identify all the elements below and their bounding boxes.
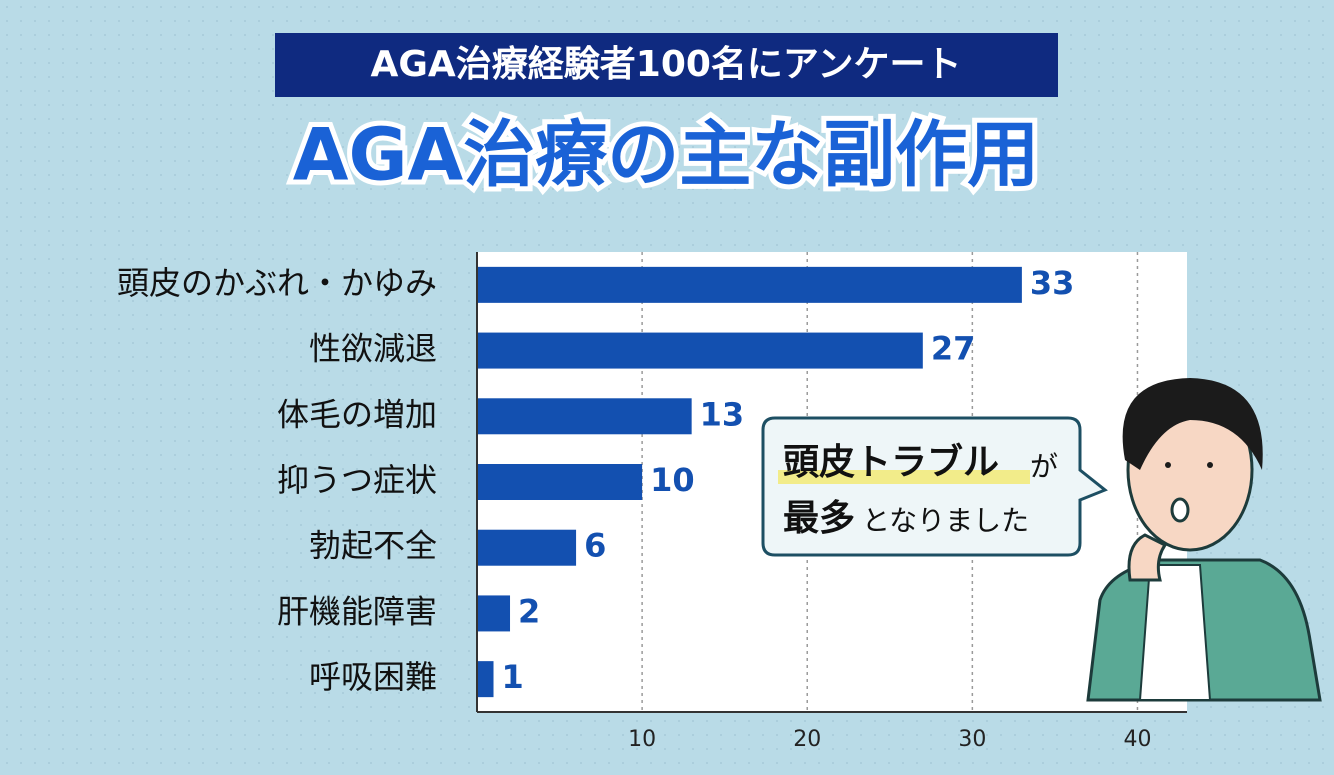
highlight-marker [778,470,1030,484]
y-tick-label: 頭皮のかぶれ・かゆみ [117,264,437,302]
bar [477,332,923,369]
bar [477,398,692,435]
bar [477,529,577,566]
y-tick-label: 肝機能障害 [277,592,437,630]
hand [1127,533,1168,582]
mouth [1170,497,1190,523]
data-label: 33 [1030,264,1075,302]
bar [477,266,1022,303]
callout-highlight: 頭皮トラブル [783,441,999,483]
banner [275,33,1058,97]
shirt [1138,564,1212,701]
speech-bubble [761,416,1108,557]
chart-subtitle: AGA治療経験者100名にアンケート [371,44,962,85]
chart-title: AGA治療の主な副作用 [293,113,1040,197]
callout-emphasis: 最多 [783,498,855,539]
data-label: 2 [518,592,540,630]
y-tick-label: 性欲減退 [309,330,437,368]
data-label: 13 [700,395,745,433]
y-tick-label: 抑うつ症状 [277,461,437,499]
x-tick-label: 20 [793,727,821,752]
callout-particle: が [1030,450,1058,483]
y-tick-label: 呼吸困難 [309,658,437,696]
data-label: 10 [650,461,695,499]
person [1086,378,1322,702]
bar [477,661,494,698]
hair [1122,378,1263,470]
bar [477,464,643,500]
callout-rest: となりました [862,504,1029,537]
data-label: 27 [931,330,976,368]
x-tick-label: 30 [958,727,986,752]
data-label: 1 [502,658,524,696]
eye [1207,462,1213,468]
y-tick-label: 勃起不全 [309,527,437,565]
eye [1165,462,1171,468]
y-tick-label: 体毛の増加 [277,395,437,433]
callout: 頭皮トラブル が 最多 となりました [761,416,1108,557]
x-tick-label: 10 [628,727,656,752]
x-tick-label: 40 [1123,727,1151,752]
data-label: 6 [584,527,606,565]
bar [477,595,511,632]
